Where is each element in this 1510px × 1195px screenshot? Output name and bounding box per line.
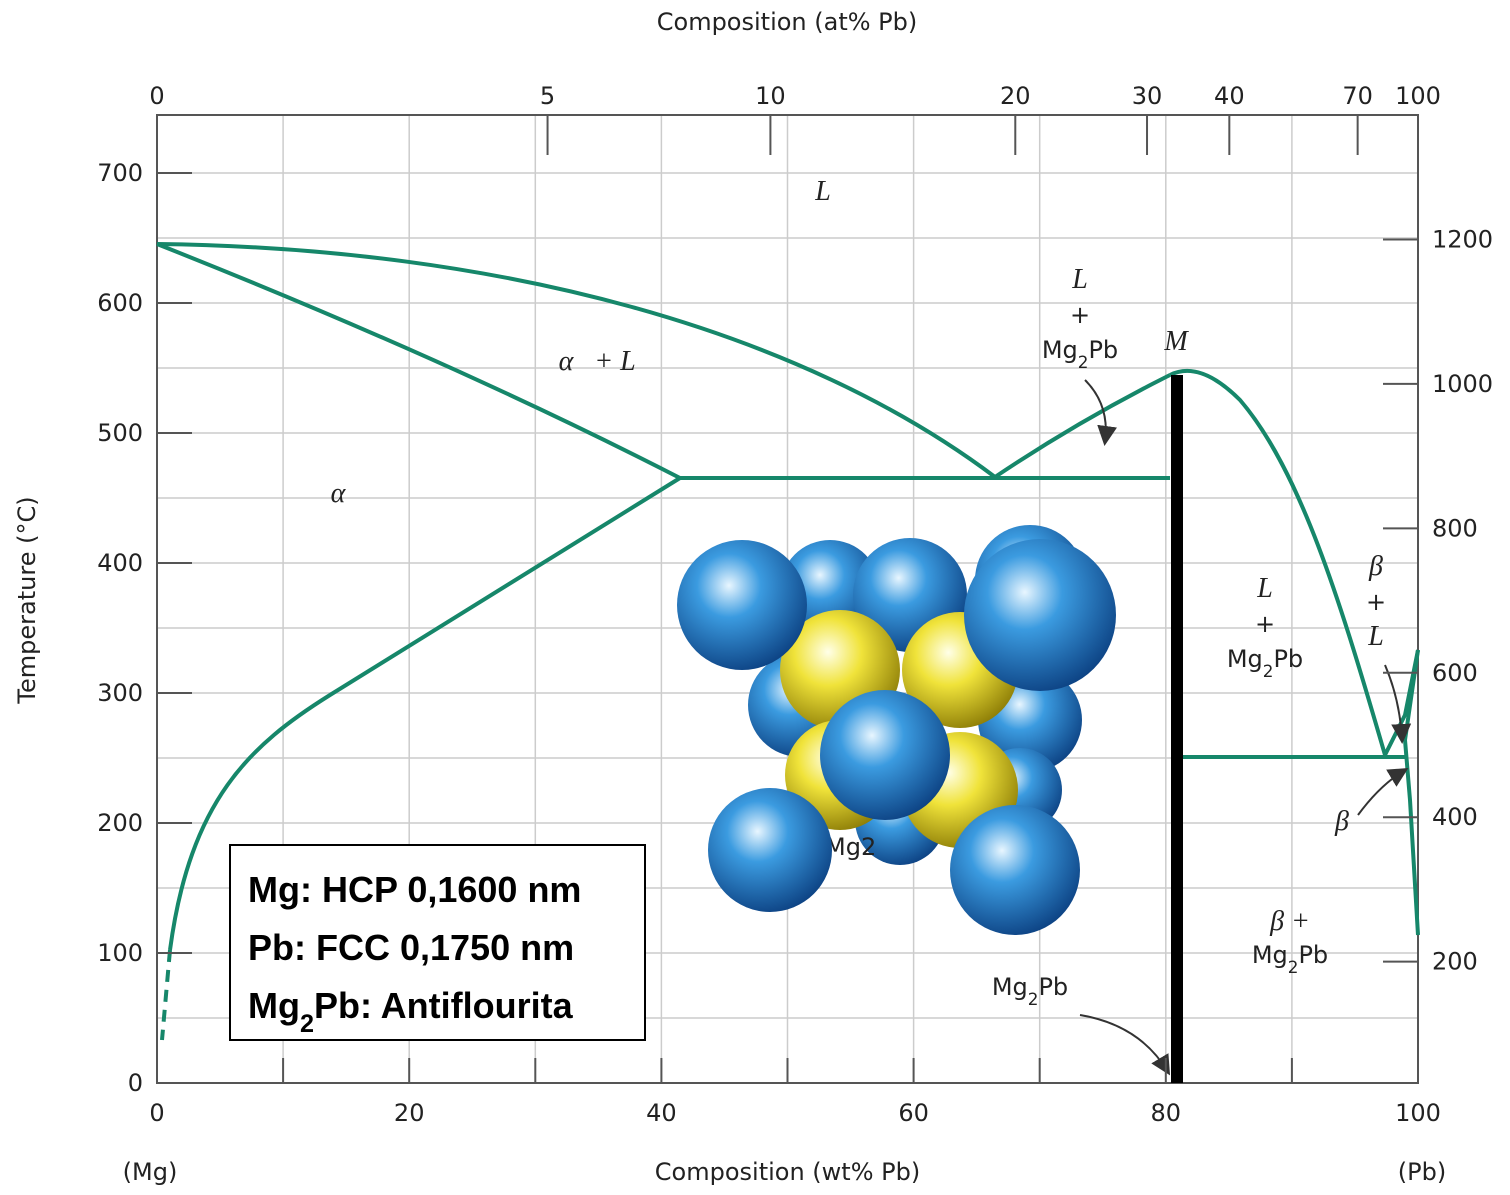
right-tick-label: 1200 <box>1432 225 1493 253</box>
y-tick-label: 100 <box>97 939 143 967</box>
label-part: Pb <box>1038 973 1068 1001</box>
region-label: Mg2Pb <box>1042 336 1118 372</box>
y-tick-label: 200 <box>97 809 143 837</box>
label-part: 2 <box>1028 989 1039 1009</box>
phase-boundaries <box>156 242 1420 1083</box>
region-label: + <box>1366 588 1386 616</box>
region-label: + <box>1070 301 1090 329</box>
right-tick-label: 800 <box>1432 514 1478 542</box>
top-tick-label: 10 <box>755 82 786 110</box>
y-tick-label: 500 <box>97 419 143 447</box>
x-tick-label: 100 <box>1395 1099 1441 1127</box>
x-axis-title: Composition (wt% Pb) <box>655 1158 920 1186</box>
label-part: Pb <box>1298 941 1328 969</box>
region-label: L <box>1071 264 1088 295</box>
label-part: Pb <box>1273 645 1303 673</box>
x-tick-label: 40 <box>646 1099 677 1127</box>
right-tick-label: 400 <box>1432 803 1478 831</box>
label-part: 2 <box>1078 352 1089 372</box>
region-label: β + <box>1269 906 1310 937</box>
crystal-structure: Mg2 <box>677 525 1116 935</box>
label-part: 2 <box>1288 957 1299 977</box>
region-label: + L <box>594 346 635 377</box>
label-part: 2 <box>1263 661 1274 681</box>
region-label: α <box>331 478 347 509</box>
region-label: L <box>1367 621 1384 652</box>
region-label: Mg2Pb: Antiflourita <box>248 985 574 1038</box>
label-part: Mg <box>248 985 300 1026</box>
region-label: Mg: HCP 0,1600 nm <box>248 869 581 910</box>
top-axis-title: Composition (at% Pb) <box>657 8 918 36</box>
region-label: Mg2Pb <box>1252 941 1328 977</box>
top-tick-label: 30 <box>1132 82 1163 110</box>
label-part: Pb <box>1088 336 1118 364</box>
top-tick-label: 40 <box>1214 82 1245 110</box>
y-tick-label: 600 <box>97 289 143 317</box>
y-tick-label: 400 <box>97 549 143 577</box>
label-part: Mg <box>992 973 1028 1001</box>
hidden-label: Mg2 <box>825 833 876 861</box>
y-tick-label: 0 <box>128 1069 143 1097</box>
info-text: Mg: HCP 0,1600 nm Pb: FCC 0,1750 nm Mg2Pb:… <box>248 869 581 1038</box>
y-axis-title: Temperature (°C) <box>13 496 41 704</box>
x-end-label: (Pb) <box>1398 1158 1446 1186</box>
top-tick-label: 0 <box>149 82 164 110</box>
top-tick-label: 70 <box>1342 82 1373 110</box>
top-tick-label: 20 <box>1000 82 1031 110</box>
label-part: Mg <box>1252 941 1288 969</box>
region-label: β <box>1334 806 1349 837</box>
y-tick-label: 700 <box>97 159 143 187</box>
region-label: α <box>559 346 575 377</box>
top-tick-label: 100 <box>1395 82 1441 110</box>
region-label: Mg2Pb <box>992 973 1068 1009</box>
info-box <box>229 844 646 1041</box>
region-label: M <box>1163 326 1189 357</box>
label-part: Mg <box>1042 336 1078 364</box>
x-tick-label: 60 <box>898 1099 929 1127</box>
label-part: Pb: FCC 0,1750 nm <box>248 927 574 968</box>
region-label: + <box>1255 610 1275 638</box>
arrows <box>1079 379 1412 1076</box>
region-label: L <box>1256 573 1273 604</box>
x-end-label: (Mg) <box>123 1158 178 1186</box>
right-tick-label: 200 <box>1432 948 1478 976</box>
right-tick-label: 1000 <box>1432 370 1493 398</box>
label-part: 2 <box>300 1010 314 1038</box>
label-part: Pb: Antiflourita <box>314 985 574 1026</box>
region-label: β <box>1368 551 1383 582</box>
x-tick-label: 80 <box>1151 1099 1182 1127</box>
region-label: Pb: FCC 0,1750 nm <box>248 927 574 968</box>
top-tick-label: 5 <box>540 82 555 110</box>
x-tick-label: 20 <box>394 1099 425 1127</box>
right-tick-label: 600 <box>1432 659 1478 687</box>
label-part: Mg <box>1227 645 1263 673</box>
region-label: L <box>814 176 831 207</box>
x-tick-label: 0 <box>149 1099 164 1127</box>
y-tick-label: 300 <box>97 679 143 707</box>
label-part: Mg: HCP 0,1600 nm <box>248 869 581 910</box>
region-label: Mg2Pb <box>1227 645 1303 681</box>
